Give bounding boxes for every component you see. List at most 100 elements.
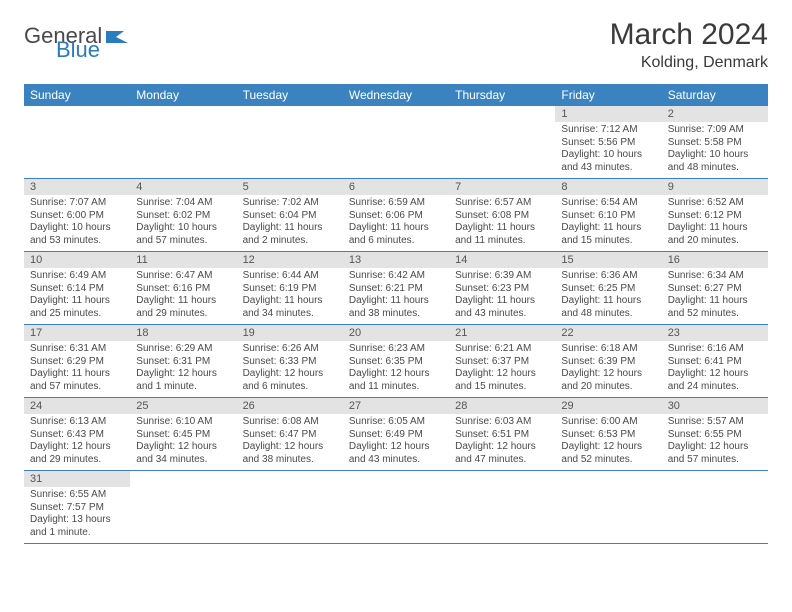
- day-detail-line: Daylight: 12 hours: [561, 368, 655, 381]
- day-number: 18: [130, 325, 236, 341]
- day-detail-line: Daylight: 11 hours: [243, 295, 337, 308]
- day-number: 8: [555, 179, 661, 195]
- day-detail-line: Sunrise: 6:39 AM: [455, 270, 549, 283]
- day-number: 25: [130, 398, 236, 414]
- day-number: 2: [662, 106, 768, 122]
- calendar-cell: 1Sunrise: 7:12 AMSunset: 5:56 PMDaylight…: [555, 106, 661, 179]
- day-detail-line: Sunrise: 6:54 AM: [561, 197, 655, 210]
- day-details: Sunrise: 5:57 AMSunset: 6:55 PMDaylight:…: [662, 414, 768, 470]
- day-detail-line: and 48 minutes.: [668, 162, 762, 175]
- calendar-cell: 10Sunrise: 6:49 AMSunset: 6:14 PMDayligh…: [24, 252, 130, 325]
- day-number: 21: [449, 325, 555, 341]
- day-number: 7: [449, 179, 555, 195]
- day-detail-line: Daylight: 12 hours: [561, 441, 655, 454]
- day-number: 1: [555, 106, 661, 122]
- day-detail-line: Sunset: 6:23 PM: [455, 283, 549, 296]
- day-detail-line: Daylight: 11 hours: [455, 222, 549, 235]
- day-details: Sunrise: 6:05 AMSunset: 6:49 PMDaylight:…: [343, 414, 449, 470]
- day-detail-line: Sunrise: 6:03 AM: [455, 416, 549, 429]
- day-detail-line: Sunrise: 6:55 AM: [30, 489, 124, 502]
- day-detail-line: and 20 minutes.: [668, 235, 762, 248]
- calendar-cell: 15Sunrise: 6:36 AMSunset: 6:25 PMDayligh…: [555, 252, 661, 325]
- day-detail-line: Sunrise: 6:36 AM: [561, 270, 655, 283]
- day-detail-line: Sunset: 6:43 PM: [30, 429, 124, 442]
- day-number: 12: [237, 252, 343, 268]
- day-detail-line: and 6 minutes.: [243, 381, 337, 394]
- day-detail-line: Daylight: 12 hours: [455, 368, 549, 381]
- weekday-header: Tuesday: [237, 84, 343, 106]
- day-detail-line: and 53 minutes.: [30, 235, 124, 248]
- day-details: Sunrise: 6:23 AMSunset: 6:35 PMDaylight:…: [343, 341, 449, 397]
- day-number: 9: [662, 179, 768, 195]
- day-detail-line: Sunrise: 6:52 AM: [668, 197, 762, 210]
- day-detail-line: Daylight: 11 hours: [243, 222, 337, 235]
- calendar-cell: [130, 106, 236, 179]
- calendar-cell: 3Sunrise: 7:07 AMSunset: 6:00 PMDaylight…: [24, 179, 130, 252]
- calendar-row: 24Sunrise: 6:13 AMSunset: 6:43 PMDayligh…: [24, 398, 768, 471]
- day-details: Sunrise: 6:55 AMSunset: 7:57 PMDaylight:…: [24, 487, 130, 543]
- day-details: Sunrise: 6:47 AMSunset: 6:16 PMDaylight:…: [130, 268, 236, 324]
- day-detail-line: and 11 minutes.: [349, 381, 443, 394]
- day-detail-line: Sunset: 6:29 PM: [30, 356, 124, 369]
- day-detail-line: Daylight: 11 hours: [30, 368, 124, 381]
- day-detail-line: Sunset: 6:06 PM: [349, 210, 443, 223]
- day-details: Sunrise: 6:00 AMSunset: 6:53 PMDaylight:…: [555, 414, 661, 470]
- day-details: Sunrise: 6:42 AMSunset: 6:21 PMDaylight:…: [343, 268, 449, 324]
- day-detail-line: and 2 minutes.: [243, 235, 337, 248]
- day-number: 17: [24, 325, 130, 341]
- day-detail-line: and 29 minutes.: [30, 454, 124, 467]
- day-number: 11: [130, 252, 236, 268]
- day-detail-line: Sunrise: 7:04 AM: [136, 197, 230, 210]
- day-detail-line: Daylight: 11 hours: [668, 222, 762, 235]
- day-details: Sunrise: 6:44 AMSunset: 6:19 PMDaylight:…: [237, 268, 343, 324]
- calendar-row: 31Sunrise: 6:55 AMSunset: 7:57 PMDayligh…: [24, 471, 768, 544]
- day-details: Sunrise: 6:18 AMSunset: 6:39 PMDaylight:…: [555, 341, 661, 397]
- day-detail-line: Sunset: 6:00 PM: [30, 210, 124, 223]
- day-detail-line: Sunset: 5:58 PM: [668, 137, 762, 150]
- day-detail-line: Daylight: 11 hours: [561, 295, 655, 308]
- day-number: 10: [24, 252, 130, 268]
- calendar-cell: [343, 106, 449, 179]
- day-number: 22: [555, 325, 661, 341]
- calendar-cell: 21Sunrise: 6:21 AMSunset: 6:37 PMDayligh…: [449, 325, 555, 398]
- day-detail-line: Daylight: 10 hours: [561, 149, 655, 162]
- day-detail-line: and 34 minutes.: [136, 454, 230, 467]
- day-detail-line: and 29 minutes.: [136, 308, 230, 321]
- day-detail-line: and 52 minutes.: [561, 454, 655, 467]
- day-detail-line: and 1 minute.: [30, 527, 124, 540]
- weekday-header: Friday: [555, 84, 661, 106]
- day-detail-line: Sunset: 6:53 PM: [561, 429, 655, 442]
- day-number: 4: [130, 179, 236, 195]
- day-details: Sunrise: 6:13 AMSunset: 6:43 PMDaylight:…: [24, 414, 130, 470]
- day-detail-line: Daylight: 11 hours: [349, 295, 443, 308]
- day-detail-line: Sunrise: 6:05 AM: [349, 416, 443, 429]
- day-details: Sunrise: 7:02 AMSunset: 6:04 PMDaylight:…: [237, 195, 343, 251]
- day-detail-line: Sunrise: 6:47 AM: [136, 270, 230, 283]
- day-detail-line: Sunset: 6:21 PM: [349, 283, 443, 296]
- calendar-cell: [237, 471, 343, 544]
- day-detail-line: Sunrise: 6:08 AM: [243, 416, 337, 429]
- calendar-cell: 18Sunrise: 6:29 AMSunset: 6:31 PMDayligh…: [130, 325, 236, 398]
- calendar-cell: 7Sunrise: 6:57 AMSunset: 6:08 PMDaylight…: [449, 179, 555, 252]
- day-detail-line: Sunset: 6:08 PM: [455, 210, 549, 223]
- day-detail-line: and 34 minutes.: [243, 308, 337, 321]
- calendar-cell: 20Sunrise: 6:23 AMSunset: 6:35 PMDayligh…: [343, 325, 449, 398]
- calendar-row: 3Sunrise: 7:07 AMSunset: 6:00 PMDaylight…: [24, 179, 768, 252]
- day-details: Sunrise: 6:31 AMSunset: 6:29 PMDaylight:…: [24, 341, 130, 397]
- weekday-header: Sunday: [24, 84, 130, 106]
- day-detail-line: and 20 minutes.: [561, 381, 655, 394]
- day-number: 6: [343, 179, 449, 195]
- day-number: 16: [662, 252, 768, 268]
- logo-text: General Blue: [24, 26, 128, 60]
- day-detail-line: Daylight: 11 hours: [349, 222, 443, 235]
- day-detail-line: Daylight: 12 hours: [243, 441, 337, 454]
- day-detail-line: Sunrise: 7:12 AM: [561, 124, 655, 137]
- day-detail-line: Sunset: 6:47 PM: [243, 429, 337, 442]
- day-detail-line: Sunrise: 6:13 AM: [30, 416, 124, 429]
- calendar-cell: 25Sunrise: 6:10 AMSunset: 6:45 PMDayligh…: [130, 398, 236, 471]
- day-detail-line: Sunset: 6:45 PM: [136, 429, 230, 442]
- header: General Blue March 2024 Kolding, Denmark: [24, 18, 768, 72]
- weekday-header: Thursday: [449, 84, 555, 106]
- calendar-cell: 22Sunrise: 6:18 AMSunset: 6:39 PMDayligh…: [555, 325, 661, 398]
- day-details: Sunrise: 6:16 AMSunset: 6:41 PMDaylight:…: [662, 341, 768, 397]
